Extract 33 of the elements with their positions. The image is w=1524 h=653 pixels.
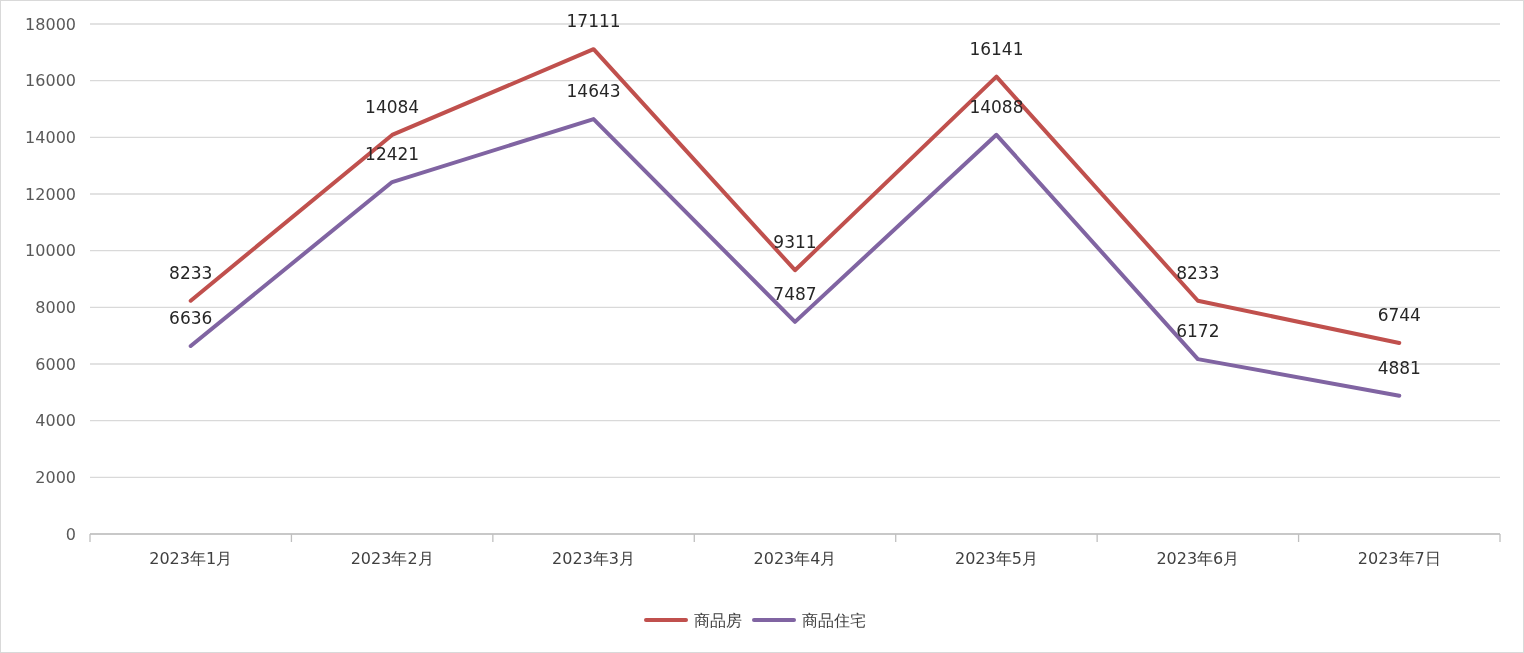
- y-tick-label: 2000: [35, 467, 76, 487]
- data-label: 17111: [566, 11, 621, 32]
- y-tick-label: 4000: [35, 411, 76, 431]
- data-label: 8233: [169, 262, 213, 283]
- y-tick-label: 16000: [25, 71, 76, 91]
- x-tick-label: 2023年7日: [1357, 549, 1441, 568]
- y-tick-label: 14000: [25, 127, 76, 147]
- legend-label: 商品住宅: [802, 610, 866, 630]
- data-label: 14088: [969, 96, 1024, 117]
- data-label: 16141: [969, 38, 1024, 59]
- legend-label: 商品房: [694, 610, 742, 630]
- data-label: 4881: [1377, 357, 1421, 378]
- y-tick-label: 18000: [25, 14, 76, 34]
- y-tick-label: 8000: [35, 297, 76, 317]
- data-label: 6744: [1377, 304, 1421, 325]
- x-tick-label: 2023年6月: [1156, 549, 1240, 568]
- data-label: 12421: [365, 144, 420, 165]
- data-label: 14084: [365, 96, 420, 117]
- data-label: 8233: [1176, 262, 1220, 283]
- y-tick-label: 12000: [25, 184, 76, 204]
- data-label: 9311: [773, 232, 817, 253]
- data-label: 14643: [566, 81, 621, 102]
- data-label: 7487: [773, 283, 817, 304]
- y-tick-label: 0: [65, 524, 76, 544]
- x-tick-label: 2023年2月: [350, 549, 434, 568]
- data-label: 6636: [169, 307, 213, 328]
- x-tick-label: 2023年4月: [753, 549, 837, 568]
- x-tick-label: 2023年3月: [552, 549, 636, 568]
- y-tick-label: 10000: [25, 241, 76, 261]
- x-tick-label: 2023年5月: [954, 549, 1038, 568]
- data-label: 6172: [1176, 321, 1220, 342]
- x-tick-label: 2023年1月: [149, 549, 233, 568]
- y-tick-label: 6000: [35, 354, 76, 374]
